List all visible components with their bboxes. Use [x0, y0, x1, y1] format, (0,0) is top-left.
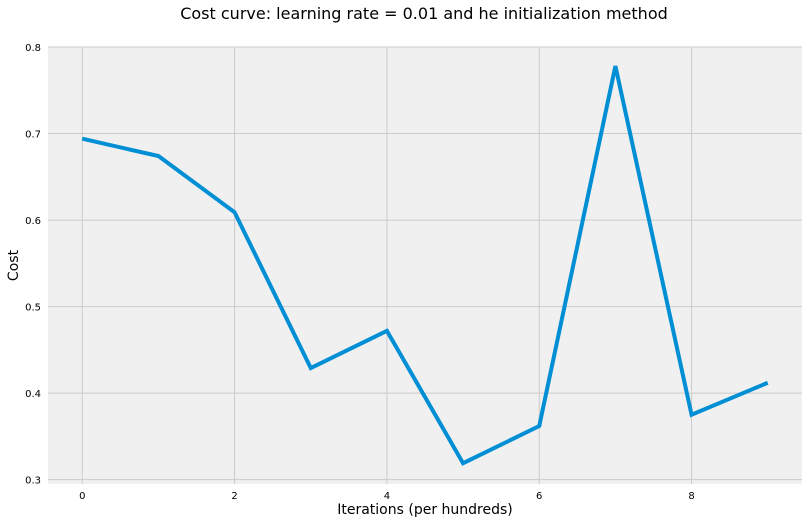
chart-title: Cost curve: learning rate = 0.01 and he …	[180, 4, 668, 23]
y-axis-label: Cost	[6, 249, 22, 281]
y-tick-label: 0.5	[25, 303, 41, 314]
x-tick-label: 4	[384, 491, 390, 502]
series-layer	[81, 65, 769, 466]
y-tick-label: 0.4	[25, 389, 41, 400]
tick-labels: 0 2 4 6 8 0.3 0.4 0.5 0.6 0.7 0.8	[25, 43, 695, 502]
x-tick-label: 0	[79, 491, 85, 502]
y-tick-label: 0.6	[25, 216, 41, 227]
plot-area	[48, 47, 802, 484]
y-tick-label: 0.8	[25, 43, 41, 54]
y-tick-label: 0.3	[25, 476, 41, 487]
x-tick-label: 8	[688, 491, 694, 502]
x-tick-label: 2	[231, 491, 237, 502]
y-tick-label: 0.7	[25, 130, 41, 141]
x-axis-label: Iterations (per hundreds)	[337, 502, 513, 518]
x-tick-label: 6	[536, 491, 542, 502]
grid-lines	[48, 46, 802, 484]
cost-series-line	[81, 65, 769, 466]
